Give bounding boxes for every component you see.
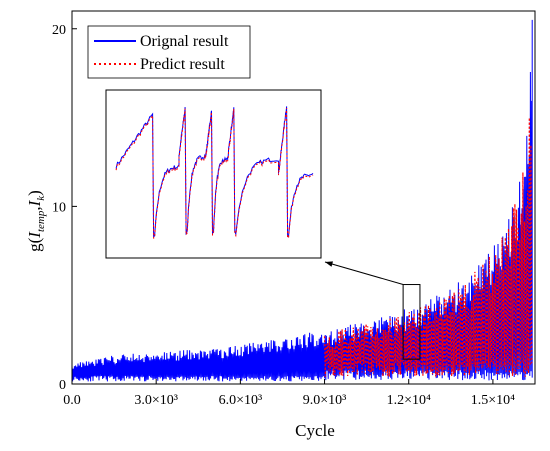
y-axis-title: g(Itemp,Ik)	[25, 190, 47, 252]
legend-label-original: Orignal result	[140, 33, 229, 50]
legend-box	[87, 25, 251, 79]
series-predict-line	[323, 117, 533, 377]
legend-label-predict: Predict result	[140, 56, 225, 73]
x-tick-label: 3.0×10³	[134, 393, 178, 408]
zoom-arrow-line	[324, 261, 404, 286]
legend: Orignal result Predict result	[87, 25, 251, 79]
x-tick-label: 9.0×10³	[303, 393, 347, 408]
plot-frame	[71, 10, 536, 385]
x-tick-label: 1.5×10⁴	[471, 393, 515, 408]
inset-predict-line	[115, 107, 314, 239]
zoom-region-box	[402, 284, 421, 360]
y-tick-label: 0	[59, 378, 66, 393]
x-tick-label: 0.0	[63, 393, 81, 408]
x-tick-label: 1.2×10⁴	[387, 393, 431, 408]
zoom-inset	[105, 89, 421, 360]
x-tick-label: 6.0×10³	[219, 393, 263, 408]
axes	[71, 10, 536, 385]
x-axis-title: Cycle	[295, 421, 335, 440]
y-tick-label: 10	[52, 200, 66, 215]
y-tick-label: 20	[52, 23, 66, 38]
series-original-line	[71, 19, 533, 382]
tick-labels: 0.0 3.0×10³ 6.0×10³ 9.0×10³ 1.2×10⁴ 1.5×10⁴ 0 1…	[52, 23, 515, 408]
series-layer	[71, 19, 533, 382]
zoom-arrow-head	[325, 261, 333, 267]
